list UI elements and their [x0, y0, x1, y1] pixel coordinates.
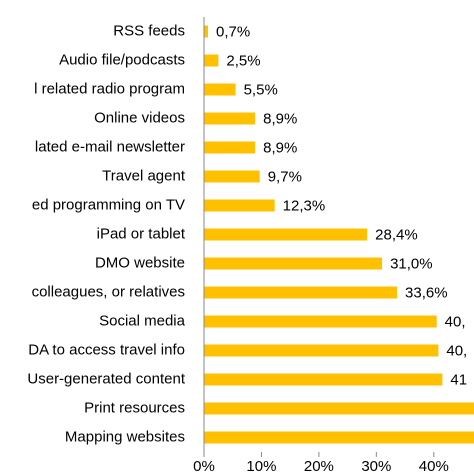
value-label: 5,5%: [244, 81, 278, 98]
bar: [204, 228, 368, 241]
x-tick-label: 0%: [193, 458, 215, 474]
bar: [204, 54, 219, 67]
y-tick-label: Print resources: [84, 399, 185, 416]
bar: [204, 25, 209, 38]
x-tick-label: 20%: [304, 458, 334, 474]
value-label: 8,9%: [263, 110, 297, 127]
bar: [204, 170, 260, 183]
x-tick-label: 40%: [419, 458, 449, 474]
value-label: 28,4%: [375, 226, 418, 243]
value-label: 12,3%: [283, 197, 326, 214]
bar: [204, 257, 383, 270]
bar: [204, 373, 443, 386]
value-label: 40,: [446, 342, 467, 359]
bar: [204, 402, 474, 415]
value-label: 41: [450, 371, 467, 388]
value-label: 2,5%: [226, 52, 260, 69]
y-tick-label: User-generated content: [27, 370, 185, 387]
y-tick-label: Mapping websites: [65, 428, 185, 445]
value-label: 0,7%: [216, 23, 250, 40]
value-label: 40,: [445, 313, 466, 330]
y-tick-label: DMO website: [95, 254, 185, 271]
y-tick-label: iPad or tablet: [97, 225, 186, 242]
bar: [204, 199, 275, 212]
bar: [204, 431, 474, 444]
y-tick-label: Audio file/podcasts: [59, 51, 185, 68]
value-label: 33,6%: [405, 284, 448, 301]
x-tick-label: 10%: [246, 458, 276, 474]
y-tick-label: ed programming on TV: [32, 196, 185, 213]
bar: [204, 141, 256, 154]
y-tick-label: Travel agent: [102, 167, 186, 184]
value-label: 8,9%: [263, 139, 297, 156]
y-tick-label: DA to access travel info: [28, 341, 185, 358]
y-tick-label: Online videos: [94, 109, 185, 126]
value-label: 31,0%: [390, 255, 433, 272]
y-tick-label: colleagues, or relatives: [32, 283, 185, 300]
bar: [204, 112, 256, 125]
y-tick-label: l related radio program: [34, 80, 185, 97]
bar: [204, 315, 437, 328]
y-tick-label: lated e-mail newsletter: [35, 138, 185, 155]
y-tick-label: Social media: [99, 312, 186, 329]
bar: [204, 83, 236, 96]
y-tick-label: RSS feeds: [113, 22, 185, 39]
x-tick-label: 30%: [361, 458, 391, 474]
value-label: 9,7%: [268, 168, 302, 185]
bar: [204, 344, 439, 357]
bar: [204, 286, 398, 299]
